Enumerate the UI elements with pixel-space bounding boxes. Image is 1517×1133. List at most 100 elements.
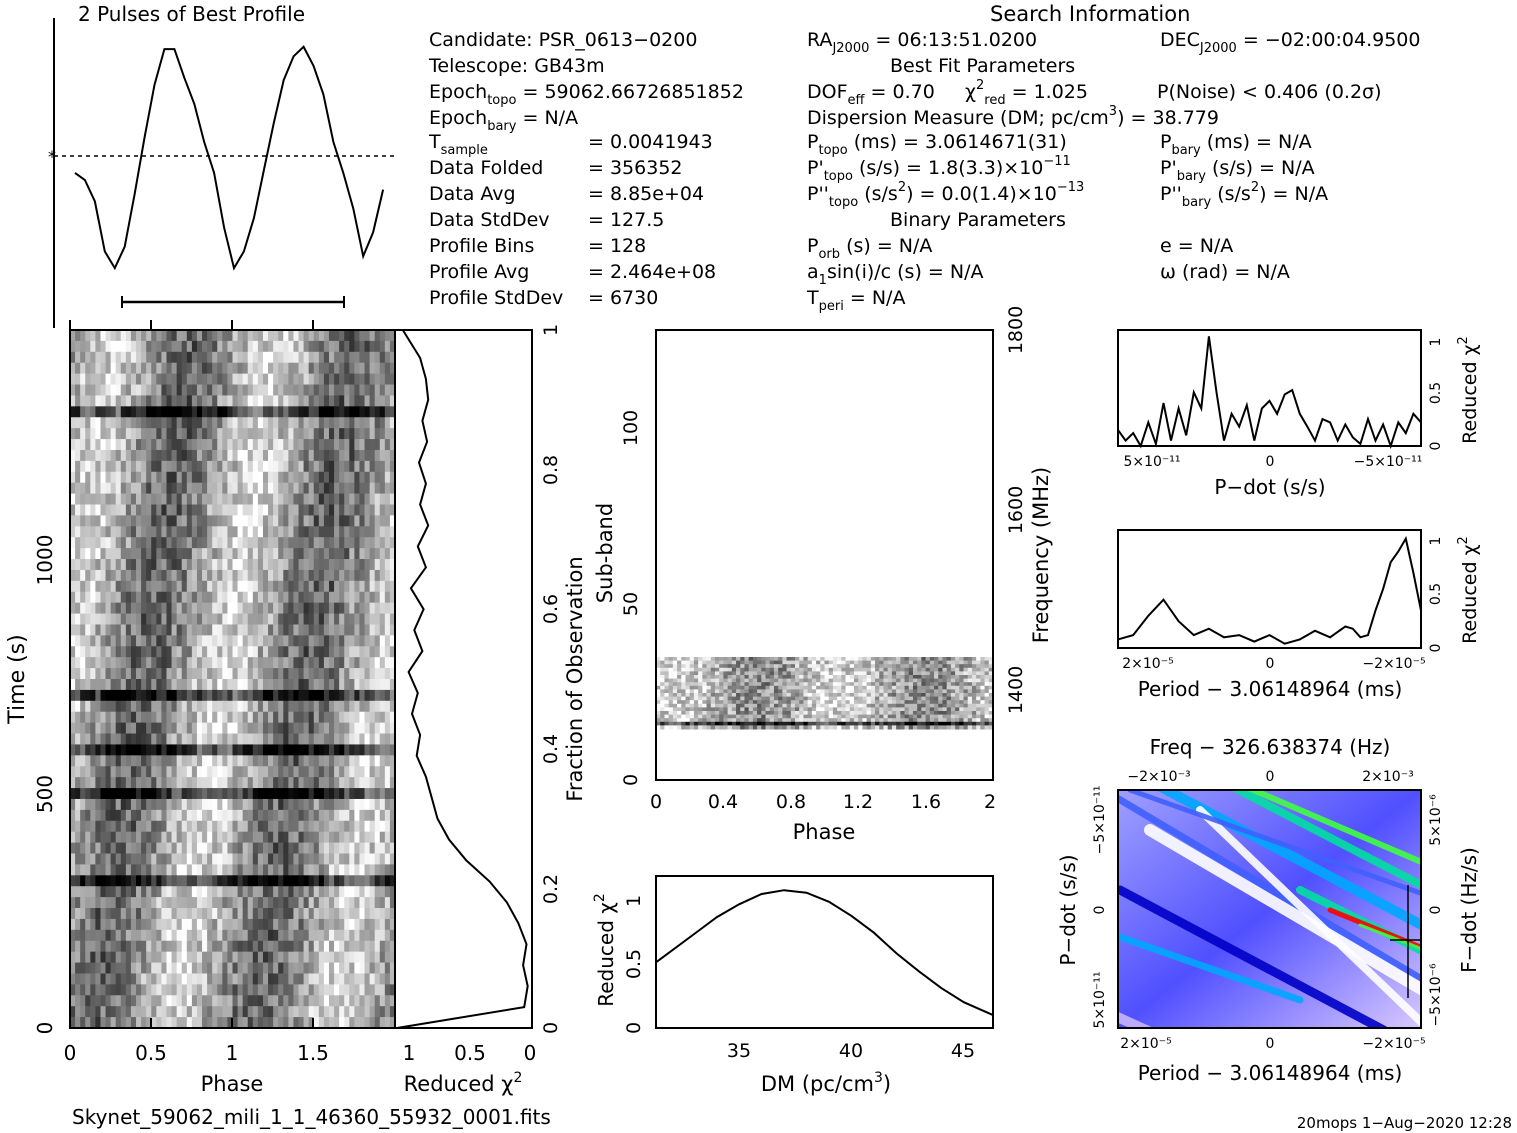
tp-cell (384, 951, 391, 964)
tp-cell (298, 417, 305, 429)
tp-cell (247, 733, 254, 746)
tp-cell (120, 1017, 127, 1028)
tp-cell (95, 689, 102, 702)
sb-cell (719, 689, 724, 694)
tp-cell (339, 580, 345, 593)
sb-cell (799, 667, 804, 672)
tp-cell (130, 864, 137, 876)
tp-cell (202, 733, 208, 746)
tp-cell (384, 449, 391, 462)
tp-cell (288, 733, 295, 746)
tp-cell (156, 493, 163, 506)
tp-cell (70, 940, 76, 953)
sb-cell (875, 657, 880, 662)
tp-cell (318, 940, 325, 953)
tp-cell (105, 973, 112, 985)
sb-cell (693, 671, 699, 676)
tp-cell (125, 908, 132, 920)
tp-cell (161, 471, 168, 484)
tp-cell (166, 624, 173, 636)
tp-cell (227, 820, 234, 833)
sb-cell (811, 682, 817, 687)
sb-cell (853, 664, 859, 669)
sb-cell (955, 675, 960, 680)
tp-cell (252, 962, 259, 975)
sb-cell (778, 689, 783, 694)
tp-cell (242, 908, 249, 920)
tp-cell (136, 428, 142, 440)
tp-cell (85, 384, 91, 397)
tp-cell (247, 809, 254, 822)
tp-cell (186, 449, 193, 462)
tp-cell (344, 853, 350, 866)
tp-cell (100, 777, 107, 789)
sb-cell (967, 682, 973, 687)
sb-cell (702, 671, 708, 676)
sb-cell (761, 689, 767, 694)
tp-cell (202, 351, 208, 364)
tp-cell (308, 820, 315, 833)
tp-cell (166, 777, 173, 789)
tp-cell (105, 646, 112, 658)
sb-cell (896, 667, 901, 672)
tp-cell (379, 460, 386, 473)
tp-cell (75, 700, 81, 713)
tp-cell (100, 864, 107, 876)
tp-cell (130, 417, 137, 429)
tp-cell (323, 351, 330, 364)
tp-cell (125, 384, 132, 397)
tp-cell (161, 679, 168, 691)
sb-cell (946, 671, 952, 676)
tp-cell (120, 602, 127, 615)
tp-cell (202, 940, 208, 953)
tp-cell (171, 602, 178, 615)
tp-cell (222, 798, 229, 811)
tp-cell (156, 809, 163, 822)
tp-cell (95, 679, 102, 691)
tp-cell (196, 537, 203, 549)
tp-cell (298, 439, 305, 451)
tp-cell (288, 624, 295, 636)
tp-cell (136, 602, 142, 615)
tp-cell (303, 417, 310, 429)
tp-cell (349, 842, 355, 855)
tp-cell (374, 973, 381, 985)
tp-cell (369, 569, 376, 582)
tp-cell (252, 951, 259, 964)
tp-cell (257, 798, 264, 811)
tp-cell (247, 646, 254, 658)
tp-cell (242, 428, 249, 440)
tp-cell (191, 602, 198, 615)
tp-cell (293, 908, 300, 920)
sb-cell (761, 667, 767, 672)
tp-cell (146, 515, 152, 527)
tp-cell (120, 537, 127, 549)
tp-cell (369, 1006, 376, 1018)
tp-cell (95, 657, 102, 669)
tp-cell (75, 395, 81, 407)
tp-cell (130, 439, 137, 451)
tp-cell (130, 406, 137, 418)
sb-cell (862, 689, 868, 694)
tp-cell (328, 602, 335, 615)
tp-cell (191, 908, 198, 920)
tp-cell (237, 733, 244, 746)
tp-cell (85, 940, 91, 953)
tp-cell (80, 351, 86, 364)
tp-cell (202, 646, 208, 658)
tp-cell (344, 864, 350, 876)
tp-cell (349, 515, 355, 527)
tp-cell (161, 493, 168, 506)
tp-cell (100, 493, 107, 506)
tp-cell (202, 417, 208, 429)
tp-cell (202, 526, 208, 538)
tp-cell (252, 820, 259, 833)
tp-cell (181, 744, 188, 756)
tp-cell (328, 1017, 335, 1028)
sb-cell (980, 667, 986, 672)
tp-cell (207, 962, 213, 975)
tp-cell (268, 864, 274, 876)
profile-title: 2 Pulses of Best Profile (78, 2, 305, 26)
tp-cell (303, 897, 310, 909)
